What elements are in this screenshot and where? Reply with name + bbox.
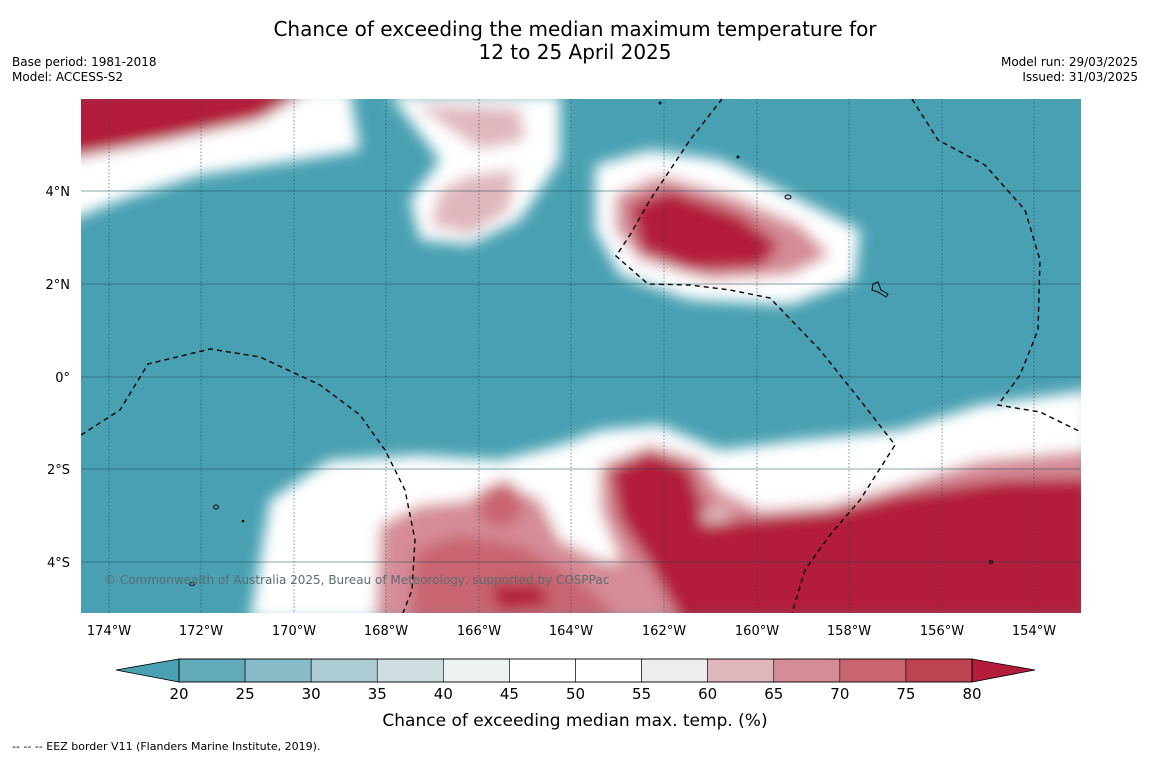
- colorbar-segment: [376, 658, 444, 683]
- colorbar-tick-label: 65: [764, 685, 783, 703]
- lat-label: 4°N: [46, 185, 71, 200]
- colorbar-low-extension: [115, 658, 180, 683]
- colorbar-tick-label: 40: [434, 685, 453, 703]
- colorbar-segment: [443, 658, 510, 683]
- colorbar-tick-label: 70: [830, 685, 849, 703]
- colorbar-segment: [641, 658, 708, 683]
- colorbar-tick-label: 20: [169, 685, 188, 703]
- colorbar-tick-label: 30: [302, 685, 321, 703]
- lon-label: 174°W: [87, 624, 131, 639]
- colorbar-tick-label: 25: [236, 685, 255, 703]
- latitude-lines: [81, 190, 1081, 563]
- colorbar-tick-label: 55: [632, 685, 651, 703]
- lon-label: 164°W: [549, 624, 593, 639]
- colorbar-frame: [178, 658, 973, 683]
- colorbar-segments: [178, 658, 973, 683]
- warm-region-northeast: [595, 150, 860, 305]
- lat-label: 4°S: [47, 556, 70, 571]
- warm-region-north-central: [393, 99, 560, 245]
- colorbar-segment: [839, 658, 907, 683]
- colorbar-segment: [575, 658, 642, 683]
- colorbar-high-extension: [971, 658, 1036, 683]
- probability-field: © Commonwealth of Australia 2025, Bureau…: [81, 99, 1081, 613]
- colorbar-label: Chance of exceeding median max. temp. (%…: [382, 711, 767, 731]
- lon-label: 170°W: [272, 624, 316, 639]
- colorbar-segment: [773, 658, 841, 683]
- copyright-text: © Commonwealth of Australia 2025, Bureau…: [104, 573, 609, 587]
- colorbar-tick-label: 35: [368, 685, 387, 703]
- title-line-2: 12 to 25 April 2025: [478, 40, 672, 64]
- colorbar-segment: [310, 658, 378, 683]
- title-line-1: Chance of exceeding the median maximum t…: [273, 17, 877, 41]
- lat-label: 2°S: [47, 463, 70, 478]
- warm-region-northwest: [81, 99, 360, 217]
- colorbar-segment: [178, 658, 246, 683]
- longitude-axis-labels: 174°W 172°W 170°W 168°W 166°W 164°W 162°…: [87, 624, 1056, 639]
- issued-date: Issued: 31/03/2025: [1022, 70, 1138, 84]
- lon-label: 168°W: [364, 624, 408, 639]
- eez-borders: [81, 99, 1081, 613]
- lon-label: 154°W: [1012, 624, 1056, 639]
- model-run: Model run: 29/03/2025: [1000, 55, 1138, 69]
- colorbar-tick-label: 75: [896, 685, 915, 703]
- lon-label: 172°W: [179, 624, 223, 639]
- meta-left: Base period: 1981-2018 Model: ACCESS-S2: [12, 55, 157, 85]
- map-title: Chance of exceeding the median maximum t…: [0, 18, 1150, 64]
- islands: [189, 101, 993, 586]
- lon-label: 162°W: [642, 624, 686, 639]
- lat-label: 0°: [55, 371, 70, 386]
- eez-footnote: -- -- -- EEZ border V11 (Flanders Marine…: [12, 740, 321, 753]
- warm-region-south: [251, 391, 1081, 613]
- model-name: Model: ACCESS-S2: [12, 70, 124, 84]
- colorbar: 20 25 30 35 40 45 50 55 60 65 70 75 80 Chance of exc…: [115, 658, 1036, 731]
- colorbar-tick-label: 80: [962, 685, 981, 703]
- latitude-axis-labels: 4°N 2°N 0° 2°S 4°S: [46, 185, 71, 571]
- lon-label: 160°W: [735, 624, 779, 639]
- lon-label: 166°W: [457, 624, 501, 639]
- colorbar-tick-label: 50: [566, 685, 585, 703]
- lon-label: 158°W: [827, 624, 871, 639]
- lat-label: 2°N: [46, 278, 71, 293]
- colorbar-segment: [244, 658, 312, 683]
- lon-label: 156°W: [920, 624, 964, 639]
- colorbar-segment: [905, 658, 973, 683]
- meta-right: Model run: 29/03/2025 Issued: 31/03/2025: [1001, 55, 1138, 85]
- colorbar-tick-label: 45: [500, 685, 519, 703]
- colorbar-ticks: 20 25 30 35 40 45 50 55 60 65 70 75 80: [169, 685, 981, 703]
- colorbar-segment: [509, 658, 576, 683]
- colorbar-segment: [707, 658, 775, 683]
- graticule: [108, 99, 1035, 613]
- base-period: Base period: 1981-2018: [12, 55, 157, 69]
- colorbar-tick-label: 60: [698, 685, 717, 703]
